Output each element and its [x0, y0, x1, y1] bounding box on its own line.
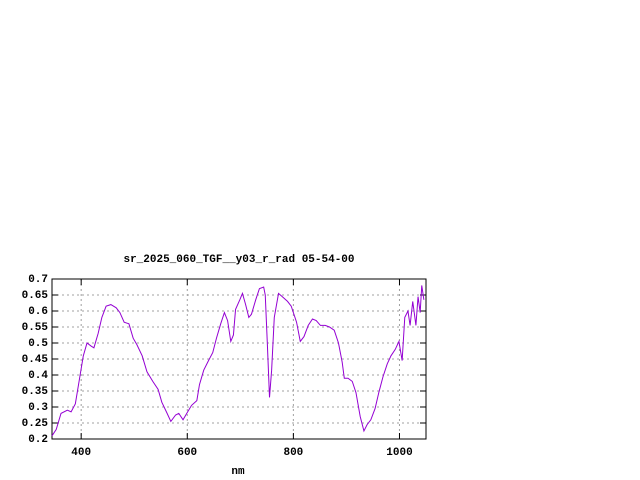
y-tick-label: 0.45 — [22, 354, 49, 366]
chart-title: sr_2025_060_TGF__y03_r_rad 05-54-00 — [123, 254, 354, 266]
x-tick-label: 800 — [283, 447, 303, 459]
y-tick-label: 0.55 — [22, 322, 49, 334]
data-line — [51, 285, 425, 437]
y-tick-label: 0.2 — [28, 434, 48, 446]
y-tick-label: 0.7 — [28, 274, 48, 286]
x-tick-label: 1000 — [386, 447, 412, 459]
x-tick-label: 600 — [177, 447, 197, 459]
y-tick-label: 0.6 — [28, 306, 48, 318]
x-axis-label: nm — [231, 466, 245, 478]
x-tick-label: 400 — [71, 447, 91, 459]
plot-border — [51, 278, 427, 440]
y-tick-label: 0.35 — [22, 386, 49, 398]
y-tick-label: 0.65 — [22, 290, 49, 302]
y-tick-label: 0.25 — [22, 418, 49, 430]
y-tick-label: 0.5 — [28, 338, 48, 350]
y-tick-label: 0.4 — [28, 370, 48, 382]
y-tick-label: 0.3 — [28, 402, 48, 414]
